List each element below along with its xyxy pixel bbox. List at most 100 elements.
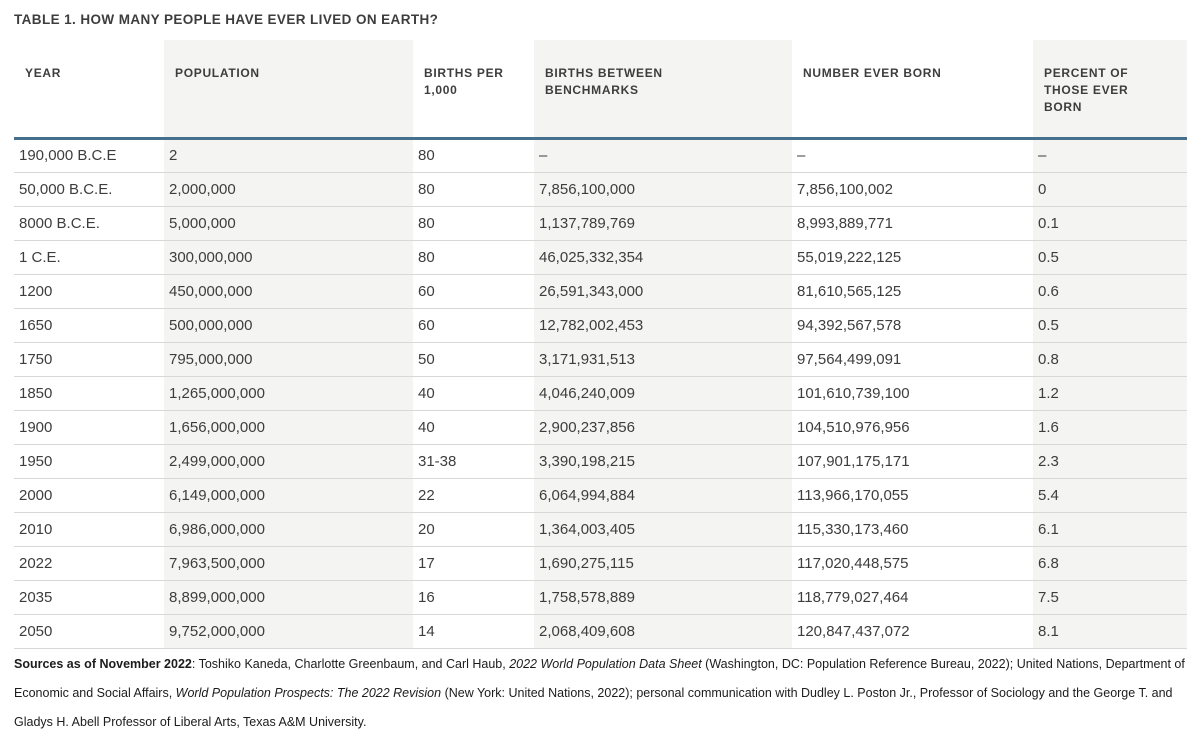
table-cell: 190,000 B.C.E	[14, 138, 164, 173]
table-cell: 12,782,002,453	[534, 308, 792, 343]
header-cell: BIRTHS PER 1,000	[413, 40, 534, 140]
table-row: 2022 7,963,500,000 17 1,690,275,115 117,020,…	[14, 546, 1187, 581]
table-row: 2050 9,752,000,000 14 2,068,409,608 120,847,…	[14, 614, 1187, 649]
table-cell: 118,779,027,464	[792, 580, 1033, 615]
table-cell: 7.5	[1033, 580, 1187, 615]
sources-segment: World Population Prospects: The 2022 Rev…	[175, 685, 442, 700]
table-cell: 1,758,578,889	[534, 580, 792, 615]
table-cell: 3,171,931,513	[534, 342, 792, 377]
table-cell: 22	[413, 478, 534, 513]
table-cell: 1.6	[1033, 410, 1187, 445]
table-cell: 0	[1033, 172, 1187, 207]
table-row: 1200 450,000,000 60 26,591,343,000 81,610,56…	[14, 274, 1187, 309]
header-cell: NUMBER EVER BORN	[792, 40, 1033, 140]
table-cell: 101,610,739,100	[792, 376, 1033, 411]
population-table: YEAR POPULATION BIRTHS PER 1,000 BIRTHS BET…	[14, 40, 1187, 649]
table-cell: 50	[413, 342, 534, 377]
table-cell: 113,966,170,055	[792, 478, 1033, 513]
sources-segment: (Washington, DC: Population Reference Bu…	[14, 656, 1185, 700]
table-cell: 7,856,100,002	[792, 172, 1033, 207]
table-cell: 120,847,437,072	[792, 614, 1033, 649]
table-cell: 500,000,000	[164, 308, 413, 343]
table-cell: 1,364,003,405	[534, 512, 792, 547]
table-cell: 2022	[14, 546, 164, 581]
table-row: 2000 6,149,000,000 22 6,064,994,884 113,966,…	[14, 478, 1187, 513]
table-cell: 4,046,240,009	[534, 376, 792, 411]
table-cell: 2,000,000	[164, 172, 413, 207]
table-cell: 14	[413, 614, 534, 649]
table-row: 1750 795,000,000 50 3,171,931,513 97,564,499…	[14, 342, 1187, 377]
table-cell: 6,986,000,000	[164, 512, 413, 547]
table-cell: 40	[413, 376, 534, 411]
table-cell: 115,330,173,460	[792, 512, 1033, 547]
table-cell: 17	[413, 546, 534, 581]
table-header: YEAR POPULATION BIRTHS PER 1,000 BIRTHS BET…	[14, 40, 1187, 140]
sources-segment: 2022 World Population Data Sheet	[509, 656, 702, 671]
table-cell: 1,265,000,000	[164, 376, 413, 411]
table-cell: 8,993,889,771	[792, 206, 1033, 241]
table-cell: 26,591,343,000	[534, 274, 792, 309]
table-cell: 0.1	[1033, 206, 1187, 241]
table-cell: 6.8	[1033, 546, 1187, 581]
table-cell: 1,137,789,769	[534, 206, 792, 241]
table-cell: 6,149,000,000	[164, 478, 413, 513]
table-cell: 1900	[14, 410, 164, 445]
table-cell: 80	[413, 206, 534, 241]
table-title: TABLE 1. HOW MANY PEOPLE HAVE EVER LIVED…	[14, 12, 439, 27]
table-cell: 1650	[14, 308, 164, 343]
table-cell: 795,000,000	[164, 342, 413, 377]
table-cell: 8,899,000,000	[164, 580, 413, 615]
table-cell: 3,390,198,215	[534, 444, 792, 479]
table-cell: 55,019,222,125	[792, 240, 1033, 275]
header-cell: YEAR	[14, 40, 164, 140]
table-cell: 1950	[14, 444, 164, 479]
table-cell: 117,020,448,575	[792, 546, 1033, 581]
table-cell: 60	[413, 274, 534, 309]
table-cell: 2,900,237,856	[534, 410, 792, 445]
table-cell: 81,610,565,125	[792, 274, 1033, 309]
sources-segment: (New York: United Nations, 2022); person…	[14, 685, 1173, 729]
table-cell: 1750	[14, 342, 164, 377]
table-cell: 2	[164, 138, 413, 173]
header-row: YEAR POPULATION BIRTHS PER 1,000 BIRTHS BET…	[14, 40, 1187, 140]
table-cell: 8.1	[1033, 614, 1187, 649]
table-row: 8000 B.C.E. 5,000,000 80 1,137,789,769 8,993…	[14, 206, 1187, 241]
sources-segment: : Toshiko Kaneda, Charlotte Greenbaum, a…	[191, 656, 510, 671]
table-figure: TABLE 1. HOW MANY PEOPLE HAVE EVER LIVED…	[14, 0, 1187, 737]
table-cell: 107,901,175,171	[792, 444, 1033, 479]
table-cell: 80	[413, 172, 534, 207]
table-cell: –	[792, 138, 1033, 173]
table-cell: 5,000,000	[164, 206, 413, 241]
table-cell: 46,025,332,354	[534, 240, 792, 275]
table-cell: 450,000,000	[164, 274, 413, 309]
table-cell: 1.2	[1033, 376, 1187, 411]
table-cell: 0.5	[1033, 240, 1187, 275]
table-row: 190,000 B.C.E 2 80– – –	[14, 138, 1187, 173]
table-cell: 0.8	[1033, 342, 1187, 377]
table-cell: 2000	[14, 478, 164, 513]
table-cell: 5.4	[1033, 478, 1187, 513]
table-cell: 0.6	[1033, 274, 1187, 309]
table-cell: 1,690,275,115	[534, 546, 792, 581]
table-row: 1900 1,656,000,000 40 2,900,237,856 104,510,…	[14, 410, 1187, 445]
table-cell: 31-38	[413, 444, 534, 479]
table-cell: 0.5	[1033, 308, 1187, 343]
table-row: 1850 1,265,000,000 40 4,046,240,009 101,610,…	[14, 376, 1187, 411]
header-cell: PERCENT OF THOSE EVER BORN	[1033, 40, 1187, 140]
table-row: 1950 2,499,000,000 31-38 3,390,198,215 107,9…	[14, 444, 1187, 479]
table-row: 1 C.E. 300,000,000 80 46,025,332,354 55,019,…	[14, 240, 1187, 275]
table-cell: 94,392,567,578	[792, 308, 1033, 343]
sources-note: Sources as of November 2022: Toshiko Kan…	[14, 650, 1187, 737]
table-cell: –	[534, 138, 792, 173]
header-cell: BIRTHS BETWEEN BENCHMARKS	[534, 40, 792, 140]
table-cell: 80	[413, 138, 534, 173]
table-cell: 7,856,100,000	[534, 172, 792, 207]
table-cell: 2,499,000,000	[164, 444, 413, 479]
table-cell: 1 C.E.	[14, 240, 164, 275]
table-cell: 2010	[14, 512, 164, 547]
table-cell: 1200	[14, 274, 164, 309]
table-cell: 2035	[14, 580, 164, 615]
table-cell: 104,510,976,956	[792, 410, 1033, 445]
table-cell: 2.3	[1033, 444, 1187, 479]
table-cell: 16	[413, 580, 534, 615]
